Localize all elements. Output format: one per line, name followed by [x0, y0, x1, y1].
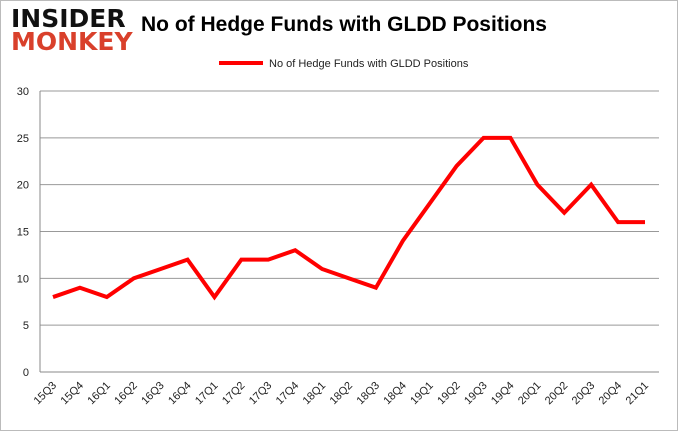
- y-tick-label: 0: [23, 367, 29, 379]
- x-tick-label: 17Q2: [220, 380, 248, 408]
- y-tick-label: 10: [17, 273, 29, 285]
- x-tick-label: 16Q3: [139, 380, 167, 408]
- x-tick-label: 19Q1: [408, 380, 436, 408]
- x-tick-label: 19Q3: [462, 380, 490, 408]
- y-tick-label: 30: [17, 86, 29, 98]
- x-tick-label: 15Q3: [32, 380, 60, 408]
- x-tick-label: 16Q4: [166, 380, 194, 408]
- x-tick-label: 17Q1: [193, 380, 221, 408]
- x-tick-label: 20Q4: [597, 380, 625, 408]
- x-tick-label: 20Q2: [543, 380, 571, 408]
- x-tick-label: 20Q1: [516, 380, 544, 408]
- x-tick-label: 15Q4: [59, 380, 87, 408]
- y-tick-label: 15: [17, 227, 29, 239]
- y-tick-label: 25: [17, 133, 29, 145]
- x-tick-label: 19Q2: [435, 380, 463, 408]
- x-tick-label: 18Q2: [328, 380, 356, 408]
- chart-title: No of Hedge Funds with GLDD Positions: [141, 13, 547, 36]
- x-tick-label: 19Q4: [489, 380, 517, 408]
- y-tick-label: 20: [17, 180, 29, 192]
- y-tick-label: 5: [23, 320, 29, 332]
- x-tick-label: 18Q1: [301, 380, 329, 408]
- insider-monkey-logo: INSIDER MONKEY: [11, 4, 133, 56]
- x-tick-label: 16Q2: [112, 380, 140, 408]
- x-tick-label: 18Q4: [381, 380, 409, 408]
- x-tick-label: 18Q3: [355, 380, 383, 408]
- x-tick-label: 20Q3: [570, 380, 598, 408]
- logo-line1: INSIDER: [11, 4, 126, 33]
- x-tick-label: 16Q1: [85, 380, 113, 408]
- x-tick-label: 17Q3: [247, 380, 275, 408]
- series-line: [52, 135, 645, 301]
- x-tick-label: 21Q1: [624, 380, 652, 408]
- x-tick-label: 17Q4: [274, 380, 302, 408]
- logo-line2: MONKEY: [11, 27, 133, 56]
- legend-label: No of Hedge Funds with GLDD Positions: [269, 58, 469, 70]
